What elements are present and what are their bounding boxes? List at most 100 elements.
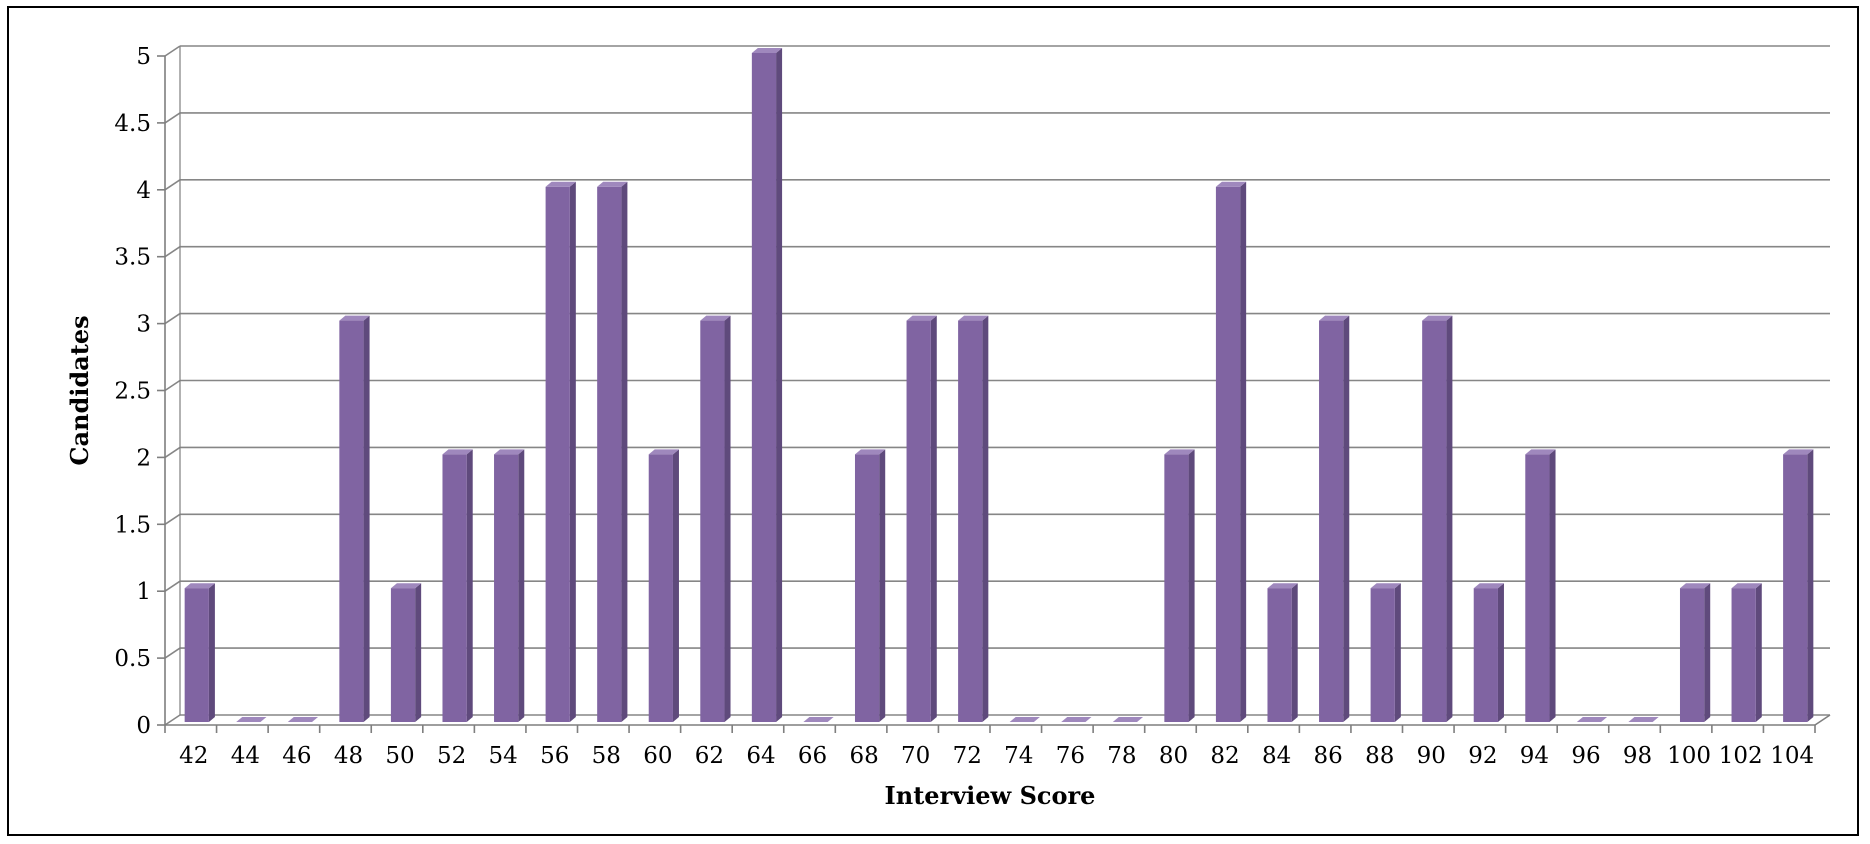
bar (1783, 449, 1814, 722)
bar (184, 583, 215, 722)
bar-top (1731, 583, 1762, 589)
bar-top (803, 717, 834, 722)
y-tick-label: 2.5 (114, 379, 151, 405)
bar-side (1343, 315, 1350, 722)
x-tick-label: 68 (849, 743, 878, 769)
bar-front (1473, 588, 1498, 722)
bar-side (518, 449, 525, 722)
bar-top (1061, 717, 1092, 722)
bar-top (1215, 181, 1247, 187)
x-tick-label: 62 (695, 743, 724, 769)
bar-front (184, 588, 209, 722)
bar (1164, 449, 1195, 722)
bar-side (1549, 449, 1556, 722)
gridline-side (164, 312, 181, 325)
bar-front (700, 320, 725, 722)
bar-top (751, 48, 783, 53)
bar-front (545, 186, 570, 723)
bar-top (854, 449, 886, 455)
x-tick-label: 50 (385, 743, 414, 769)
bar-top (1525, 449, 1556, 455)
x-tick-label: 96 (1571, 743, 1600, 769)
bar-top (648, 449, 679, 455)
bar-top (1370, 583, 1401, 589)
x-tick-label: 80 (1159, 743, 1188, 769)
y-tick-label: 0 (136, 713, 151, 739)
x-tick-label: 54 (489, 743, 518, 769)
y-tick-label: 1.5 (114, 512, 151, 538)
x-tick-labels: 42 44 46 48 50 52 54 56 58 60 62 64 66 68 70 72 74 76 78 80… (179, 743, 1814, 769)
bar (1576, 717, 1608, 723)
x-axis-title: Interview Score (885, 781, 1096, 810)
bars (184, 48, 1814, 723)
axes (157, 46, 1831, 733)
gridline-side (164, 112, 181, 124)
bar (236, 717, 267, 723)
bar (597, 181, 628, 723)
bar-top (1783, 449, 1814, 455)
gridline-side (164, 45, 181, 57)
bar-top (287, 717, 319, 722)
bar-top (1576, 717, 1608, 722)
bar-top (442, 449, 473, 455)
bar-front (906, 320, 931, 722)
x-tick-label: 66 (798, 743, 827, 769)
y-tick-label: 3.5 (114, 245, 151, 271)
bar-top (1009, 717, 1040, 722)
bar-top (1628, 717, 1659, 722)
bar (1009, 717, 1040, 723)
bar-side (1188, 449, 1195, 722)
bar-top (545, 181, 576, 187)
bar-side (879, 449, 886, 722)
x-tick-label: 72 (953, 743, 982, 769)
bar (1319, 315, 1350, 722)
bar-front (1783, 454, 1808, 722)
bar (494, 449, 525, 722)
floor-right-edge (1814, 714, 1831, 726)
x-tick-label: 94 (1520, 743, 1549, 769)
x-tick-label: 86 (1314, 743, 1343, 769)
bar-side (776, 48, 783, 722)
x-tick-label: 92 (1468, 743, 1497, 769)
bar (803, 717, 834, 723)
bar-side (672, 449, 679, 722)
bar-side (1240, 181, 1247, 723)
bar-side (1291, 583, 1298, 722)
bar-side (1807, 449, 1814, 722)
bar (545, 181, 576, 723)
bar-front (597, 186, 622, 723)
y-tick-label: 1 (136, 579, 151, 605)
x-tick-label: 46 (282, 743, 311, 769)
y-tick-label: 4 (136, 178, 151, 204)
bar (390, 583, 422, 722)
bar (1370, 583, 1401, 722)
bar-front (442, 454, 467, 722)
bar-top (1679, 583, 1711, 589)
bar-top (906, 315, 937, 321)
bar-side (208, 583, 215, 722)
gridline-side (164, 647, 181, 659)
x-tick-label: 44 (231, 743, 260, 769)
bar (1473, 583, 1504, 722)
bar-top (494, 449, 525, 455)
x-tick-label: 74 (1004, 743, 1033, 769)
gridline-side (164, 379, 181, 392)
bar-side (1755, 583, 1762, 722)
bar-top (339, 315, 370, 321)
bar (648, 449, 679, 722)
bar (958, 315, 989, 722)
y-tick-label: 2 (136, 445, 151, 471)
x-tick-label: 58 (592, 743, 621, 769)
bar (339, 315, 370, 722)
y-axis-title: Candidates (65, 315, 94, 465)
bar-top (1112, 717, 1144, 722)
bar-front (648, 454, 673, 722)
bar-side (415, 583, 422, 722)
x-tick-label: 104 (1770, 743, 1814, 769)
bar-side (1497, 583, 1504, 722)
bar-front (1679, 588, 1705, 722)
bar (854, 449, 886, 722)
bar-front (1731, 588, 1756, 722)
bar (751, 48, 783, 722)
